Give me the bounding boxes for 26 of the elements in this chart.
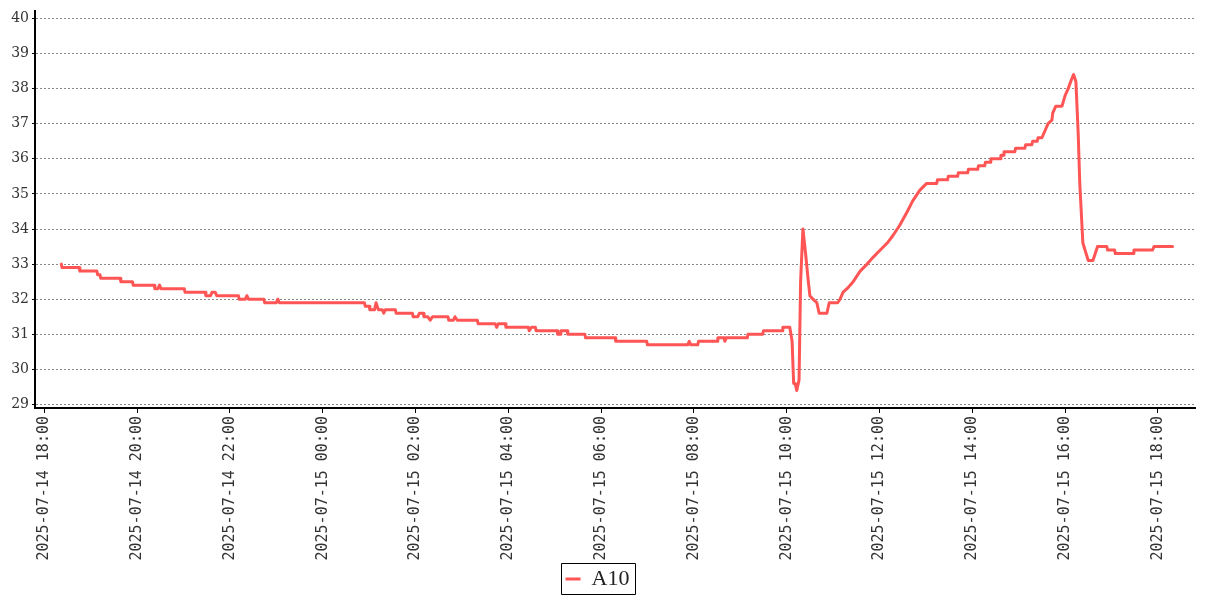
y-tick-label: 33: [11, 254, 29, 271]
y-tick-label: 29: [11, 395, 29, 412]
x-tick-label: 2025-07-15 14:00: [962, 416, 981, 561]
x-tick-label: 2025-07-15 04:00: [498, 416, 517, 561]
y-tick-label: 35: [11, 184, 29, 201]
y-tick-label: 37: [11, 114, 29, 131]
y-tick-label: 40: [11, 9, 29, 26]
x-tick-label: 2025-07-14 20:00: [126, 416, 145, 561]
x-tick-label: 2025-07-15 10:00: [776, 416, 795, 561]
x-tick-label: 2025-07-15 12:00: [869, 416, 888, 561]
x-tick-label: 2025-07-15 18:00: [1147, 416, 1166, 561]
y-tick-label: 31: [11, 324, 29, 341]
x-tick-label: 2025-07-15 06:00: [590, 416, 609, 561]
x-tick-label: 2025-07-15 00:00: [312, 416, 331, 561]
x-tick-label: 2025-07-14 18:00: [34, 416, 53, 561]
x-tick-label: 2025-07-15 08:00: [683, 416, 702, 561]
x-tick-label: 2025-07-15 16:00: [1054, 416, 1073, 561]
x-tick-label: 2025-07-15 02:00: [405, 416, 424, 561]
y-tick-label: 39: [11, 44, 29, 61]
y-tick-label: 30: [11, 360, 29, 377]
y-tick-label: 32: [11, 289, 29, 306]
legend-label: A10: [591, 564, 630, 590]
y-tick-label: 36: [11, 149, 30, 166]
y-tick-label: 34: [11, 219, 30, 236]
y-tick-label: 38: [11, 79, 29, 96]
x-tick-label: 2025-07-14 22:00: [219, 416, 238, 561]
